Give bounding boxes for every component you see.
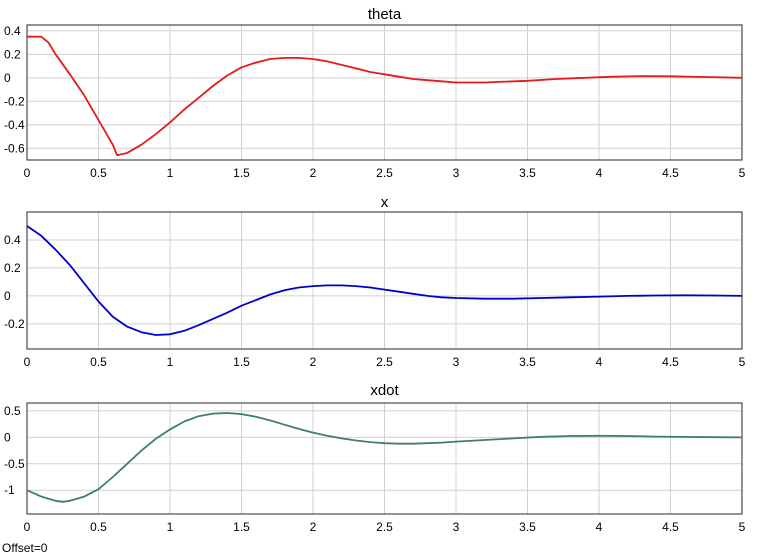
x-tick-label: 2 <box>310 166 317 180</box>
y-tick-label: 0.2 <box>4 47 21 61</box>
subplot-x: 0 0.5 1 1.5 2 2.5 3 3.5 4 4.5 5 -0.2 0 0.2 0.4 x <box>4 194 746 369</box>
x-tick-label: 2 <box>310 355 317 369</box>
x-tick-label: 3.5 <box>519 520 536 534</box>
x-tick-label: 5 <box>739 520 746 534</box>
x-tick-label: 0 <box>24 355 31 369</box>
subplot-xdot: 0 0.5 1 1.5 2 2.5 3 3.5 4 4.5 5 -1 -0.5 0 0.5 xdot <box>4 382 746 534</box>
x-tick-label: 5 <box>739 355 746 369</box>
x-tick-label: 0.5 <box>90 166 107 180</box>
x-tick-label: 0 <box>24 166 31 180</box>
y-tick-label: -0.2 <box>4 94 25 108</box>
x-tick-label: 1.5 <box>233 166 250 180</box>
x-tick-label: 1 <box>167 166 174 180</box>
x-tick-label: 2 <box>310 520 317 534</box>
x-tick-label: 4 <box>596 355 603 369</box>
subplot-theta: 0 0.5 1 1.5 2 2.5 3 3.5 4 4.5 5 -0.6 -0.4 -0.2 0 0.2 0.4… <box>4 6 746 180</box>
y-tick-label: 0.2 <box>4 261 21 275</box>
series-line <box>27 35 743 157</box>
series-line <box>26 225 743 336</box>
x-tick-label: 0.5 <box>90 520 107 534</box>
x-tick-label: 4 <box>596 166 603 180</box>
plot-border <box>26 211 743 350</box>
series-line <box>26 412 743 503</box>
y-tick-label: -0.2 <box>4 317 25 331</box>
x-tick-label: 1.5 <box>233 520 250 534</box>
x-tick-label: 4 <box>596 520 603 534</box>
x-tick-label: 2.5 <box>376 355 393 369</box>
y-tick-label: 0.4 <box>4 233 21 247</box>
y-tick-label: 0 <box>4 430 11 444</box>
x-tick-label: 2.5 <box>376 166 393 180</box>
y-tick-label: 0 <box>4 71 11 85</box>
x-tick-label: 3 <box>453 166 460 180</box>
y-tick-label: -1 <box>4 483 15 497</box>
x-tick-label: 1 <box>167 520 174 534</box>
x-tick-label: 3 <box>453 520 460 534</box>
y-tick-label: -0.6 <box>4 141 25 155</box>
y-tick-label: 0.4 <box>4 24 21 38</box>
offset-label: Offset=0 <box>2 541 48 555</box>
plot-border <box>26 24 743 161</box>
x-tick-label: 0 <box>24 520 31 534</box>
x-tick-label: 4.5 <box>662 355 679 369</box>
x-tick-label: 0.5 <box>90 355 107 369</box>
x-tick-label: 4.5 <box>662 166 679 180</box>
chart-title: xdot <box>370 382 399 399</box>
y-tick-label: -0.4 <box>4 118 25 132</box>
x-tick-label: 3.5 <box>519 166 536 180</box>
x-tick-label: 1 <box>167 355 174 369</box>
x-tick-label: 3 <box>453 355 460 369</box>
x-tick-label: 2.5 <box>376 520 393 534</box>
chart-title: theta <box>368 6 402 23</box>
plot-border <box>26 402 743 515</box>
x-tick-label: 1.5 <box>233 355 250 369</box>
y-tick-label: 0.5 <box>4 404 21 418</box>
x-tick-label: 5 <box>739 166 746 180</box>
x-tick-label: 4.5 <box>662 520 679 534</box>
x-tick-label: 3.5 <box>519 355 536 369</box>
y-tick-label: -0.5 <box>4 457 25 471</box>
y-tick-label: 0 <box>4 289 11 303</box>
chart-title: x <box>381 194 389 211</box>
